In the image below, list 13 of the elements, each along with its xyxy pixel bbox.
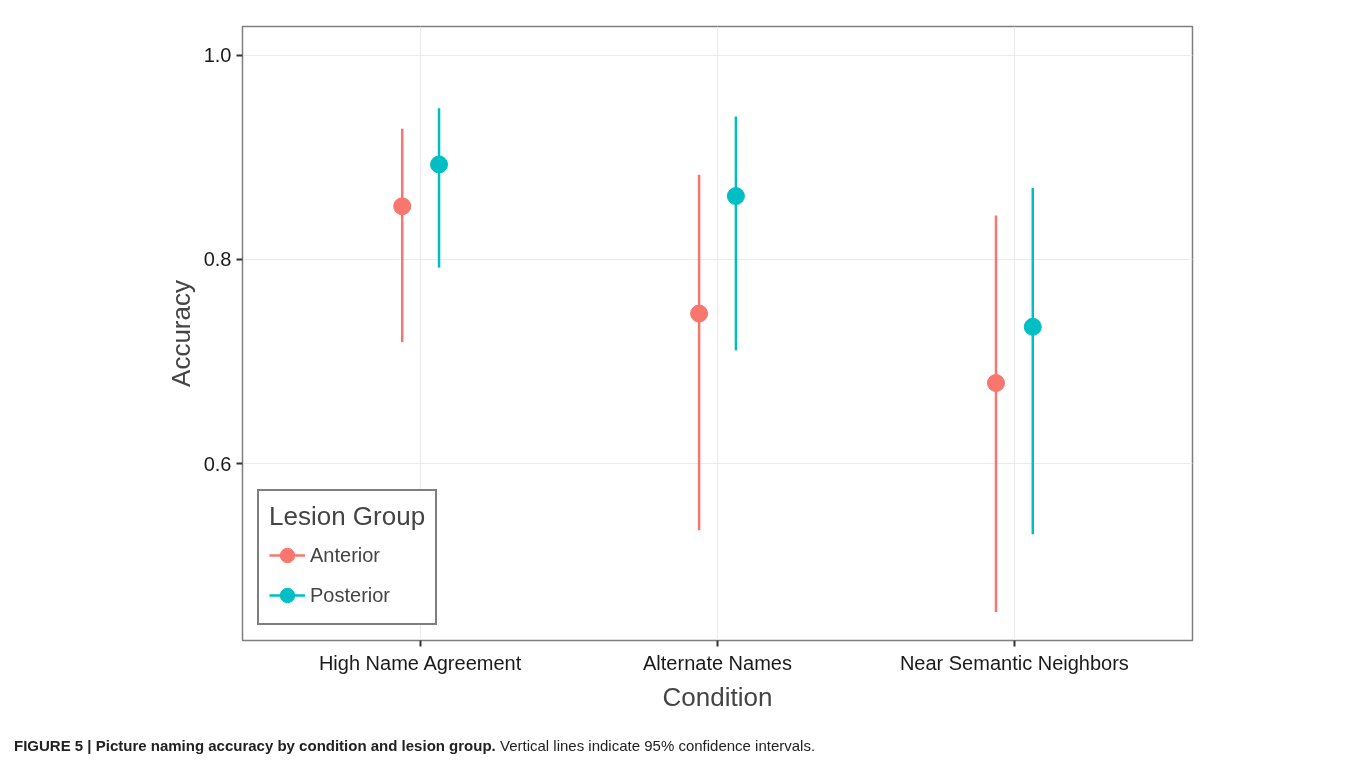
text: Vertical lines indicate 95% confidence intervals.	[499, 737, 816, 754]
x-tick-label: Alternate Names	[643, 651, 792, 674]
y-axis-title: Accuracy	[165, 280, 196, 387]
x-tick-label: High Name Agreement	[318, 651, 522, 674]
legend-title: Lesion Group	[269, 501, 426, 532]
legend-label: Posterior	[310, 583, 391, 607]
y-tick-label: 0.6	[203, 452, 232, 475]
legend-label: Anterior	[310, 543, 381, 567]
caption: FIGURE 5 | Picture naming accuracy by condition and lesion group.	[14, 737, 496, 754]
x-tick-label: Near Semantic Neighbors	[899, 651, 1129, 674]
y-tick-label: 1.0	[203, 44, 232, 67]
y-tick-label: 0.8	[203, 248, 232, 271]
x-axis-title: Condition	[662, 681, 773, 712]
